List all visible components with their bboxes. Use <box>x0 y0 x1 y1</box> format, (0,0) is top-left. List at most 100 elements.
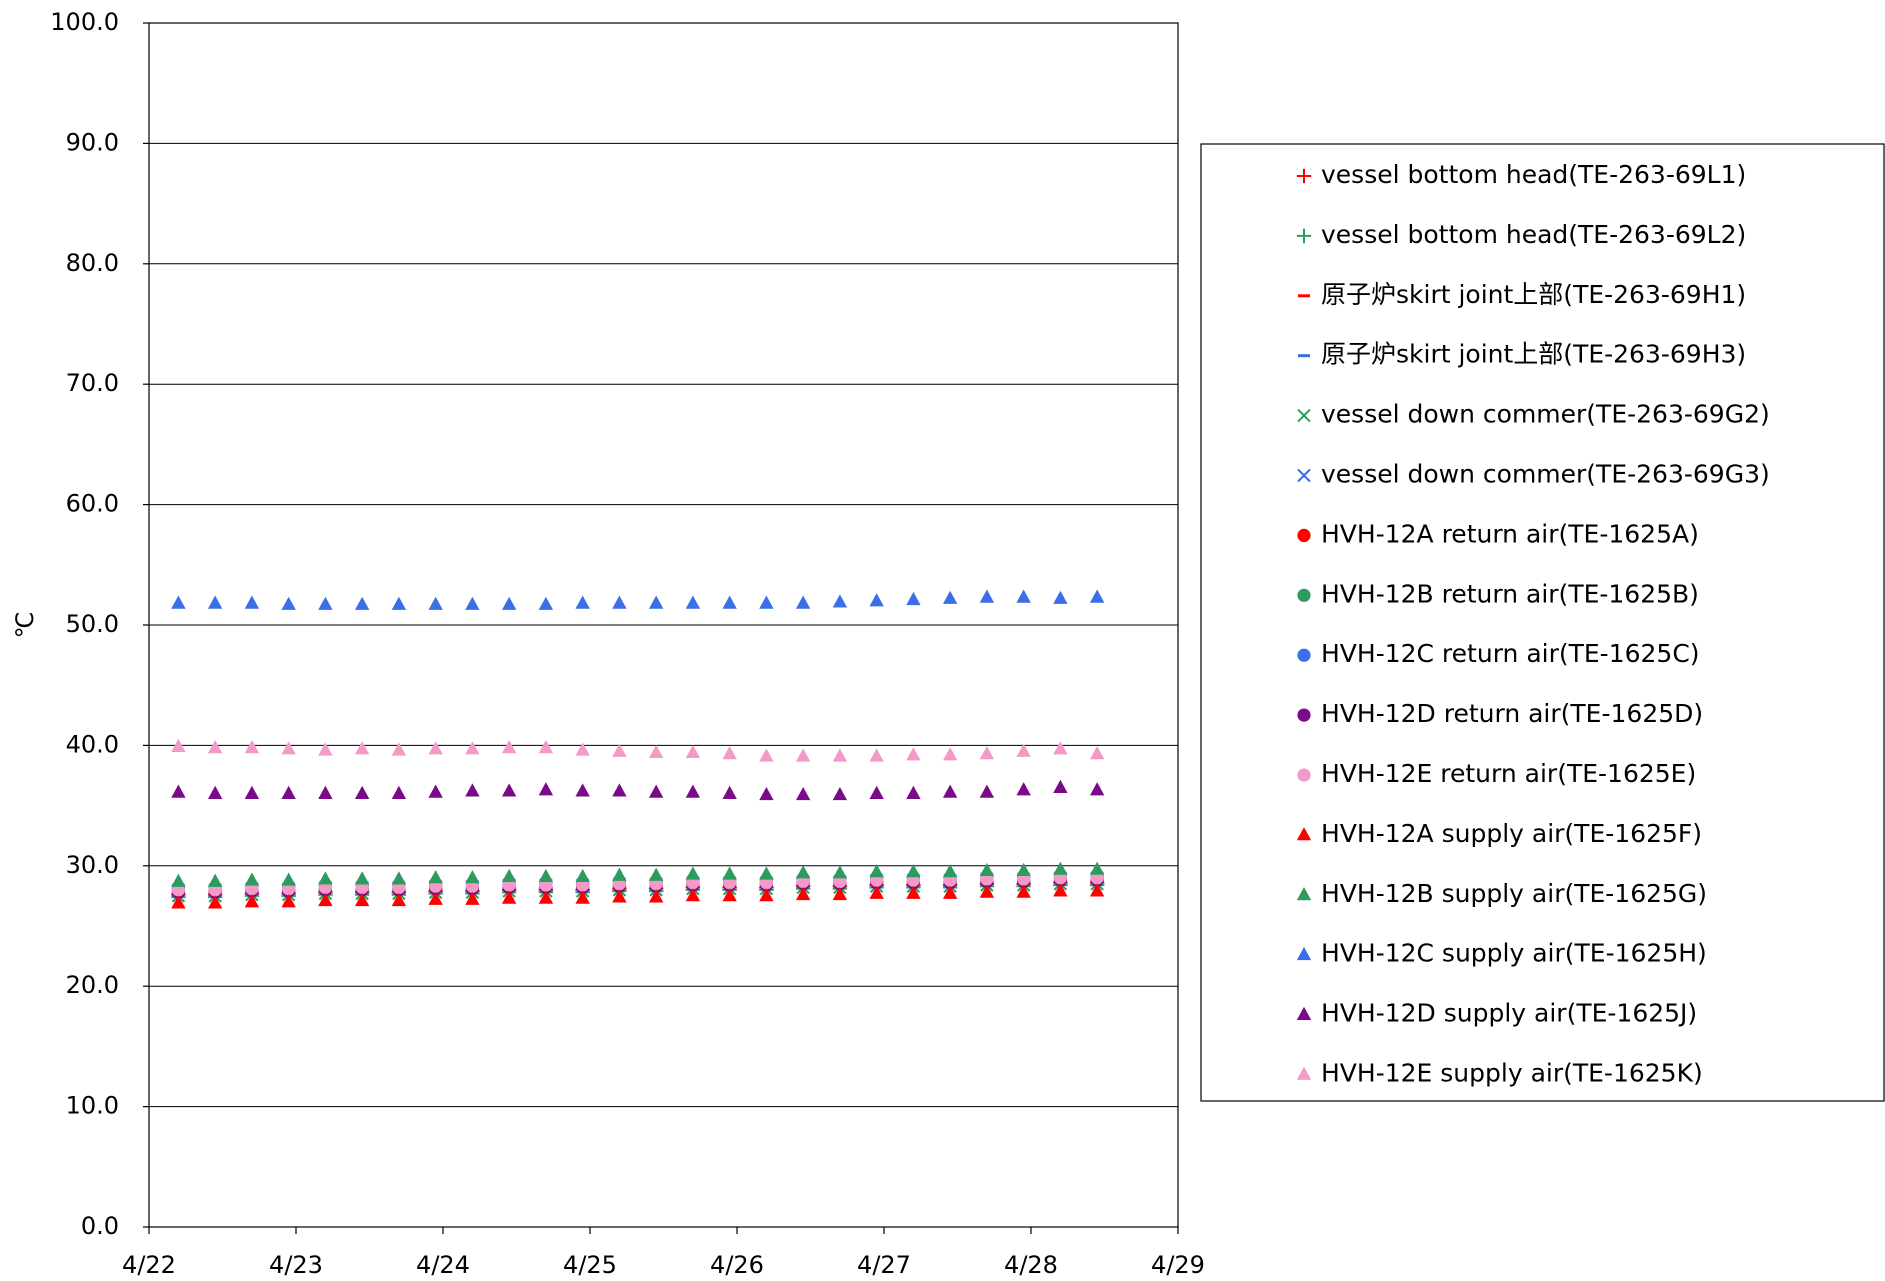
data-point <box>906 864 921 878</box>
data-point <box>612 595 627 609</box>
data-point <box>795 595 811 609</box>
data-point <box>207 895 223 909</box>
data-point <box>869 785 884 799</box>
data-point <box>391 596 407 610</box>
legend-label: HVH-12E supply air(TE-1625K) <box>1321 1059 1703 1088</box>
data-point <box>281 741 296 755</box>
data-point <box>1016 884 1031 898</box>
data-point <box>722 888 737 902</box>
data-point <box>354 785 370 799</box>
data-point <box>869 864 884 878</box>
data-point <box>354 596 370 610</box>
data-point <box>207 873 223 887</box>
data-point <box>1016 862 1031 877</box>
data-point <box>1053 590 1068 604</box>
y-tick-label: 70.0 <box>66 369 119 397</box>
data-point <box>207 595 223 609</box>
legend-marker <box>1297 648 1311 662</box>
x-tick-label: 4/23 <box>269 1251 323 1279</box>
data-point <box>906 591 921 606</box>
y-tick-label: 0.0 <box>81 1212 119 1240</box>
data-point <box>685 595 701 609</box>
data-point <box>318 871 333 885</box>
data-point <box>832 748 848 762</box>
data-point <box>428 596 443 610</box>
data-point <box>171 738 186 753</box>
data-point <box>428 741 443 755</box>
legend-label: HVH-12C supply air(TE-1625H) <box>1321 939 1707 968</box>
data-point <box>575 595 590 609</box>
data-point <box>612 889 627 903</box>
data-point <box>465 741 480 755</box>
data-point <box>685 888 701 902</box>
data-point <box>648 595 664 609</box>
data-point <box>612 783 627 797</box>
data-point <box>1089 746 1105 760</box>
data-point <box>1089 861 1105 875</box>
data-point <box>465 596 480 610</box>
data-point <box>244 595 260 609</box>
data-point <box>795 886 811 901</box>
x-tick-label: 4/25 <box>563 1251 617 1279</box>
y-tick-label: 50.0 <box>66 610 119 638</box>
data-point <box>759 866 774 880</box>
data-point <box>244 740 260 754</box>
data-point <box>354 741 370 755</box>
legend-label: 原子炉skirt joint上部(TE-263-69H1) <box>1321 280 1746 309</box>
legend-marker <box>1296 827 1312 841</box>
legend-label: 原子炉skirt joint上部(TE-263-69H3) <box>1321 340 1746 369</box>
y-tick-label: 60.0 <box>66 490 119 518</box>
data-point <box>501 740 517 754</box>
data-point <box>722 746 737 760</box>
legend-label: vessel bottom head(TE-263-69L2) <box>1321 220 1746 249</box>
data-point <box>648 744 664 759</box>
data-point <box>171 595 186 609</box>
data-point <box>1016 743 1031 757</box>
x-tick-label: 4/28 <box>1004 1251 1058 1279</box>
legend-label: HVH-12C return air(TE-1625C) <box>1321 639 1700 668</box>
legend-marker <box>1296 1066 1312 1080</box>
data-point <box>354 892 370 907</box>
data-point <box>685 784 701 798</box>
data-point <box>942 590 958 604</box>
data-point <box>171 873 186 887</box>
data-point <box>612 743 627 757</box>
data-point <box>391 871 407 885</box>
data-point <box>244 785 260 799</box>
data-point <box>979 884 995 898</box>
data-point <box>538 596 554 610</box>
x-tick-label: 4/29 <box>1151 1251 1205 1279</box>
data-point <box>648 867 664 881</box>
legend-marker <box>1297 708 1311 722</box>
legend-label: HVH-12E return air(TE-1625E) <box>1321 759 1696 788</box>
data-point <box>1016 782 1031 796</box>
data-point <box>979 862 995 877</box>
data-point <box>281 596 296 610</box>
legend-marker <box>1297 528 1311 543</box>
data-point <box>354 871 370 885</box>
data-point <box>832 594 848 608</box>
data-point <box>244 872 260 886</box>
data-point <box>795 786 811 801</box>
data-point <box>979 589 995 603</box>
data-point <box>942 864 958 878</box>
data-point <box>538 740 554 754</box>
data-point <box>1016 589 1031 603</box>
data-point <box>465 783 480 797</box>
data-point <box>979 784 995 798</box>
data-point <box>685 744 701 759</box>
y-tick-label: 20.0 <box>66 971 119 999</box>
x-tick-label: 4/22 <box>122 1251 176 1279</box>
legend-label: HVH-12B supply air(TE-1625G) <box>1321 879 1707 908</box>
legend-label: vessel down commer(TE-263-69G2) <box>1321 400 1770 429</box>
data-point <box>428 870 443 884</box>
data-point <box>759 595 774 609</box>
data-point <box>171 895 186 909</box>
data-point <box>281 785 296 799</box>
data-point <box>575 890 590 904</box>
legend-marker <box>1296 168 1312 184</box>
legend-label: HVH-12A supply air(TE-1625F) <box>1321 819 1702 848</box>
data-point <box>318 596 333 610</box>
data-point <box>318 892 333 907</box>
data-point <box>1053 779 1068 793</box>
